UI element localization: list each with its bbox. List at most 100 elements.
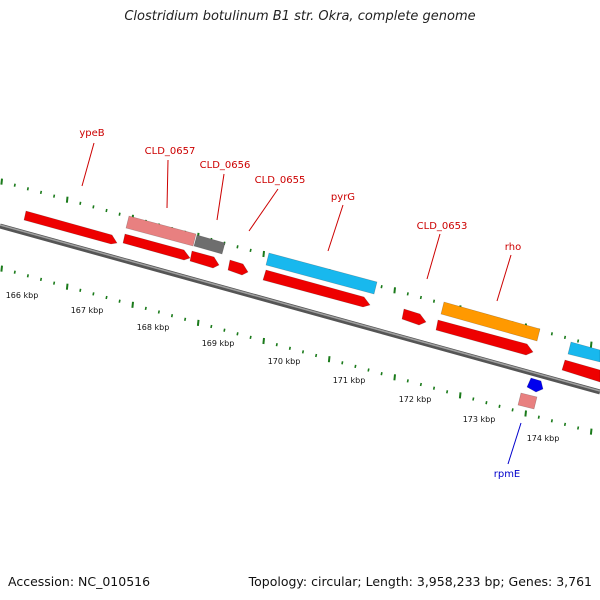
inner-tick	[131, 301, 134, 308]
outer-tick	[79, 201, 82, 205]
inner-tick	[210, 324, 213, 329]
inner-tick	[301, 350, 305, 354]
summary-text: Topology: circular; Length: 3,958,233 bp…	[248, 574, 592, 589]
outer-tick	[39, 190, 43, 195]
cld0656-small-feature[interactable]	[189, 250, 220, 269]
outer-tick	[550, 332, 553, 336]
pyrG-callout	[327, 204, 344, 252]
outer-tick	[65, 196, 69, 203]
inner-tick	[53, 281, 56, 285]
inner-tick	[393, 374, 396, 381]
genome-backbone-highlight	[0, 224, 600, 392]
inner-tick	[458, 392, 462, 399]
cld0655-callout	[248, 188, 279, 232]
inner-tick	[511, 408, 514, 412]
cld0655-feature[interactable]	[227, 259, 249, 276]
inner-tick	[406, 379, 409, 383]
rpmE-small-blue-feature[interactable]	[526, 377, 544, 393]
inner-tick	[184, 317, 187, 321]
rho-orange-feature[interactable]	[440, 301, 541, 342]
outer-tick	[0, 178, 3, 185]
inner-tick	[144, 306, 147, 311]
inner-tick	[380, 372, 383, 376]
outer-tick	[53, 194, 56, 198]
outer-tick	[92, 205, 95, 209]
feature-track	[23, 210, 600, 410]
outer-tick	[236, 245, 239, 249]
inner-tick	[446, 390, 449, 394]
inner-tick	[92, 292, 95, 296]
outer-tick	[393, 287, 396, 294]
inner-tick	[432, 386, 436, 390]
inner-tick	[39, 277, 43, 282]
rpmE-feature[interactable]	[517, 392, 538, 410]
cld0657-label[interactable]: CLD_0657	[145, 146, 196, 157]
scale-labels: 166 kbp 167 kbp 168 kbp 169 kbp 170 kbp …	[6, 291, 560, 443]
cld0653-feature[interactable]	[401, 308, 427, 326]
edge-blue-feature[interactable]	[567, 341, 600, 363]
outer-tick	[419, 295, 422, 300]
outer-tick	[249, 248, 252, 253]
outer-tick	[13, 183, 16, 187]
inner-tick	[262, 337, 265, 345]
cld0656-feature[interactable]	[193, 234, 226, 255]
inner-tick	[196, 319, 200, 326]
inner-tick	[79, 288, 82, 292]
inner-ticks	[0, 265, 593, 435]
inner-tick	[105, 295, 108, 300]
ypeB-callout	[81, 142, 95, 187]
cld0653-label[interactable]: CLD_0653	[417, 221, 468, 232]
inner-tick	[249, 335, 252, 340]
scale-label-169: 169 kbp	[202, 339, 235, 348]
inner-tick	[236, 332, 239, 336]
inner-tick	[367, 368, 370, 372]
edge-red-feature[interactable]	[561, 359, 600, 383]
cld0653-callout	[426, 233, 441, 280]
inner-tick	[485, 401, 488, 405]
inner-tick	[0, 265, 3, 272]
outer-tick	[26, 187, 29, 191]
outer-tick	[380, 285, 383, 289]
inner-tick	[563, 422, 567, 427]
inner-tick	[498, 404, 501, 408]
genome-backbone	[0, 223, 600, 395]
inner-tick	[354, 364, 357, 369]
cld0657-callout	[166, 159, 169, 209]
inner-tick	[118, 299, 121, 303]
outer-tick	[563, 335, 567, 340]
gene-callouts: ypeB CLD_0657 CLD_0656 CLD_0655 pyrG CLD…	[79, 128, 522, 480]
pyrG-feature[interactable]	[262, 269, 371, 308]
accession-text: Accession: NC_010516	[8, 574, 151, 589]
scale-label-166: 166 kbp	[6, 291, 39, 300]
scale-label-167: 167 kbp	[71, 306, 104, 315]
inner-tick	[577, 426, 580, 430]
cld0657-feature[interactable]	[122, 233, 191, 261]
inner-tick	[589, 428, 593, 435]
inner-tick	[170, 314, 174, 318]
inner-tick	[419, 382, 422, 387]
outer-tick	[118, 212, 121, 216]
rho-feature[interactable]	[435, 319, 534, 356]
inner-tick	[13, 270, 16, 274]
inner-tick	[288, 346, 291, 350]
inner-tick	[65, 283, 69, 290]
cld0656-callout	[216, 173, 225, 221]
outer-tick	[406, 292, 409, 296]
inner-tick	[472, 397, 475, 401]
inner-tick	[550, 419, 553, 423]
scale-label-168: 168 kbp	[137, 323, 170, 332]
rho-callout	[496, 254, 512, 302]
cld0655-label[interactable]: CLD_0655	[255, 175, 306, 186]
rho-label[interactable]: rho	[505, 242, 521, 253]
cld0656-label[interactable]: CLD_0656	[200, 160, 251, 171]
ypeB-label[interactable]: ypeB	[79, 128, 104, 139]
outer-tick	[432, 299, 436, 303]
pyrG-label[interactable]: pyrG	[331, 192, 355, 203]
scale-label-170: 170 kbp	[268, 357, 301, 366]
rpmE-label[interactable]: rpmE	[494, 469, 521, 480]
cld0657-pseudo-feature[interactable]	[125, 215, 197, 247]
outer-tick	[105, 208, 108, 213]
pyrG-blue-feature[interactable]	[265, 252, 378, 295]
ypeB-feature[interactable]	[23, 210, 118, 245]
scale-label-173: 173 kbp	[463, 415, 496, 424]
